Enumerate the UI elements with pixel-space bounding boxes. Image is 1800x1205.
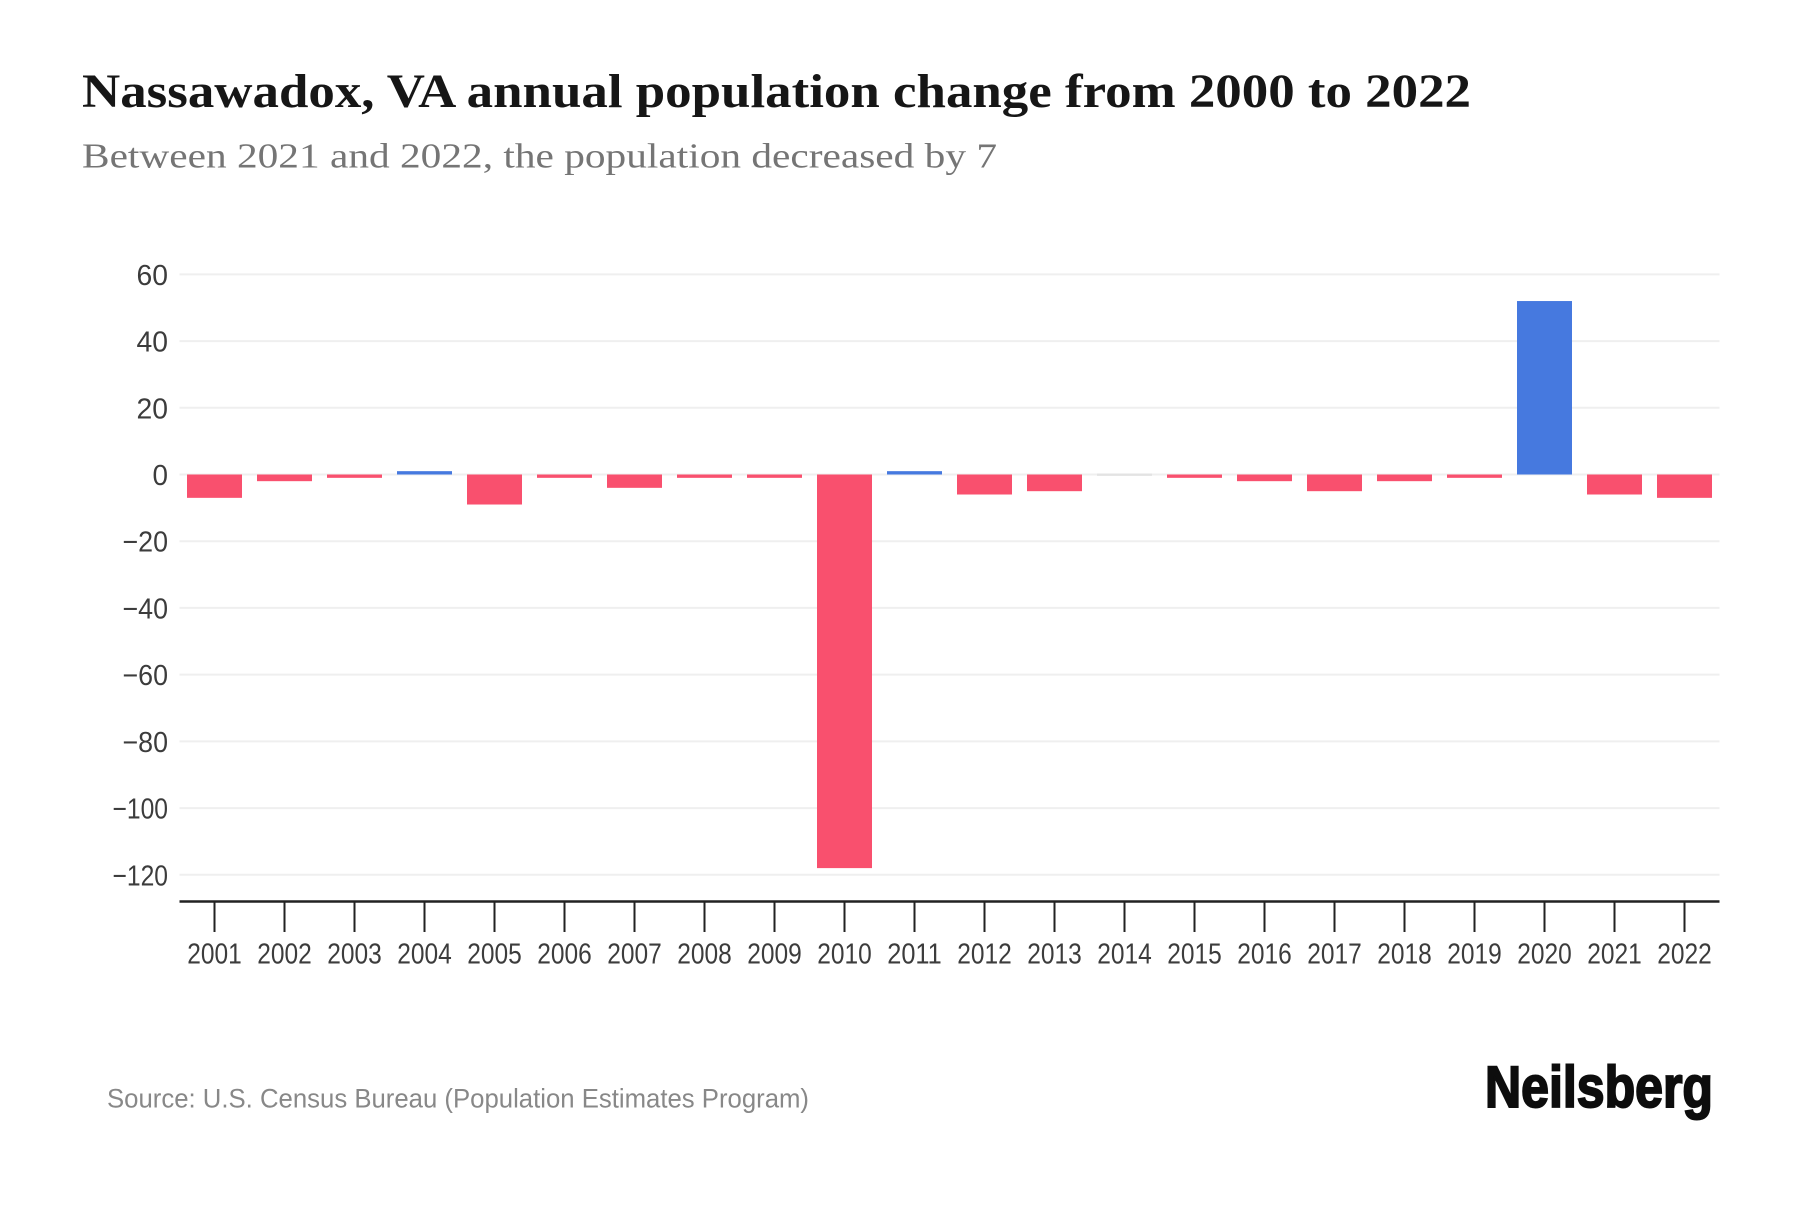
svg-text:60: 60 <box>137 260 169 292</box>
svg-text:2002: 2002 <box>257 939 312 971</box>
svg-text:2008: 2008 <box>677 939 732 971</box>
svg-text:2014: 2014 <box>1097 939 1152 971</box>
svg-text:−80: −80 <box>123 727 169 759</box>
svg-text:2021: 2021 <box>1587 939 1642 971</box>
svg-text:2017: 2017 <box>1307 939 1362 971</box>
svg-text:2004: 2004 <box>397 939 452 971</box>
svg-text:2005: 2005 <box>467 939 522 971</box>
svg-text:−60: −60 <box>123 660 169 692</box>
svg-text:2012: 2012 <box>957 939 1012 971</box>
svg-text:Between 2021 and 2022, the pop: Between 2021 and 2022, the population de… <box>82 137 997 176</box>
svg-text:20: 20 <box>137 393 169 425</box>
svg-text:2015: 2015 <box>1167 939 1222 971</box>
svg-text:2016: 2016 <box>1237 939 1292 971</box>
svg-text:2019: 2019 <box>1447 939 1502 971</box>
svg-text:2011: 2011 <box>887 939 942 971</box>
svg-text:2007: 2007 <box>607 939 662 971</box>
svg-text:Neilsberg: Neilsberg <box>1485 1055 1713 1120</box>
svg-text:2010: 2010 <box>817 939 872 971</box>
svg-text:−100: −100 <box>113 794 169 826</box>
svg-text:2020: 2020 <box>1517 939 1572 971</box>
svg-text:−20: −20 <box>123 527 169 559</box>
svg-text:−40: −40 <box>123 593 169 625</box>
svg-text:2006: 2006 <box>537 939 592 971</box>
svg-text:2009: 2009 <box>747 939 802 971</box>
svg-text:Nassawadox, VA annual populati: Nassawadox, VA annual population change … <box>82 65 1471 118</box>
svg-text:2003: 2003 <box>327 939 382 971</box>
svg-text:−120: −120 <box>113 860 169 892</box>
svg-text:40: 40 <box>137 327 169 359</box>
svg-text:2013: 2013 <box>1027 939 1082 971</box>
svg-text:2018: 2018 <box>1377 939 1432 971</box>
svg-text:0: 0 <box>153 460 169 492</box>
svg-text:Source: U.S. Census Bureau (Po: Source: U.S. Census Bureau (Population E… <box>107 1084 809 1114</box>
svg-text:2022: 2022 <box>1657 939 1712 971</box>
svg-text:2001: 2001 <box>187 939 242 971</box>
